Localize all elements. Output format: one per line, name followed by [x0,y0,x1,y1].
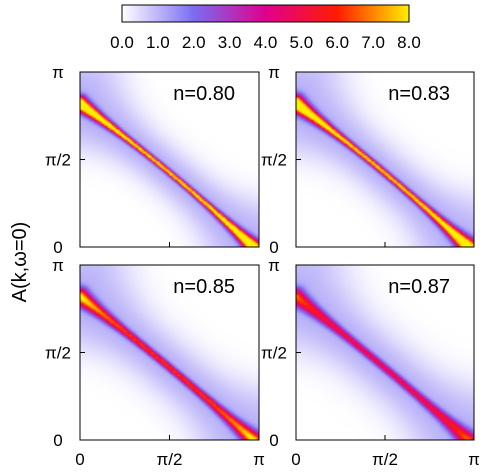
panel: n=0.80 0 π/2 π [45,63,260,257]
spectral-heatmap [296,72,474,247]
panel-density-label: n=0.83 [388,83,450,105]
colorbar-tick-label: 1.0 [146,33,170,52]
y-tick-label: 0 [53,431,62,450]
y-tick-label: π/2 [45,344,71,363]
colorbar-tick-label: 4.0 [254,33,278,52]
x-tick-label: π [253,450,265,469]
y-tick-label: π [52,63,64,82]
colorbar-tick-label: 7.0 [361,33,385,52]
x-tick-label: 0 [75,450,84,469]
y-tick-label: π/2 [45,151,71,170]
y-tick-label: 0 [269,431,278,450]
colorbar-gradient [121,4,410,23]
spectral-heatmap [296,265,474,440]
colorbar-tick-label: 8.0 [397,33,421,52]
x-tick-label: π [468,450,480,469]
y-tick-label: π/2 [261,151,287,170]
y-tick-label: π [268,256,280,275]
colorbar-tick-label: 5.0 [290,33,314,52]
colorbar: 0.0 1.0 2.0 3.0 4.0 5.0 6.0 7.0 8.0 [110,4,421,52]
colorbar-tick-label: 6.0 [325,33,349,52]
x-tick-label: π/2 [157,450,183,469]
colorbar-tick-label: 3.0 [218,33,242,52]
panel-density-label: n=0.85 [173,276,235,298]
spectral-heatmap [80,72,259,247]
colorbar-tick-label: 0.0 [110,33,134,52]
panel: n=0.85 0 π/2 π 0 π/2 π [45,256,265,469]
y-axis-title: A(k,ω=0) [9,222,31,303]
panel: n=0.83 0 π/2 π [261,63,475,257]
colorbar-ticks: 0.0 1.0 2.0 3.0 4.0 5.0 6.0 7.0 8.0 [110,33,421,52]
panel-density-label: n=0.87 [388,276,450,298]
y-tick-label: π/2 [261,344,287,363]
x-tick-label: 0 [291,450,300,469]
y-tick-label: π [52,256,64,275]
y-tick-label: 0 [269,238,278,257]
panel-density-label: n=0.80 [173,83,235,105]
y-tick-label: 0 [53,238,62,257]
colorbar-tick-label: 2.0 [182,33,206,52]
y-tick-label: π [268,63,280,82]
spectral-heatmap [80,265,259,440]
x-tick-label: π/2 [372,450,398,469]
panel: n=0.87 0 π/2 π 0 π/2 π [261,256,480,469]
